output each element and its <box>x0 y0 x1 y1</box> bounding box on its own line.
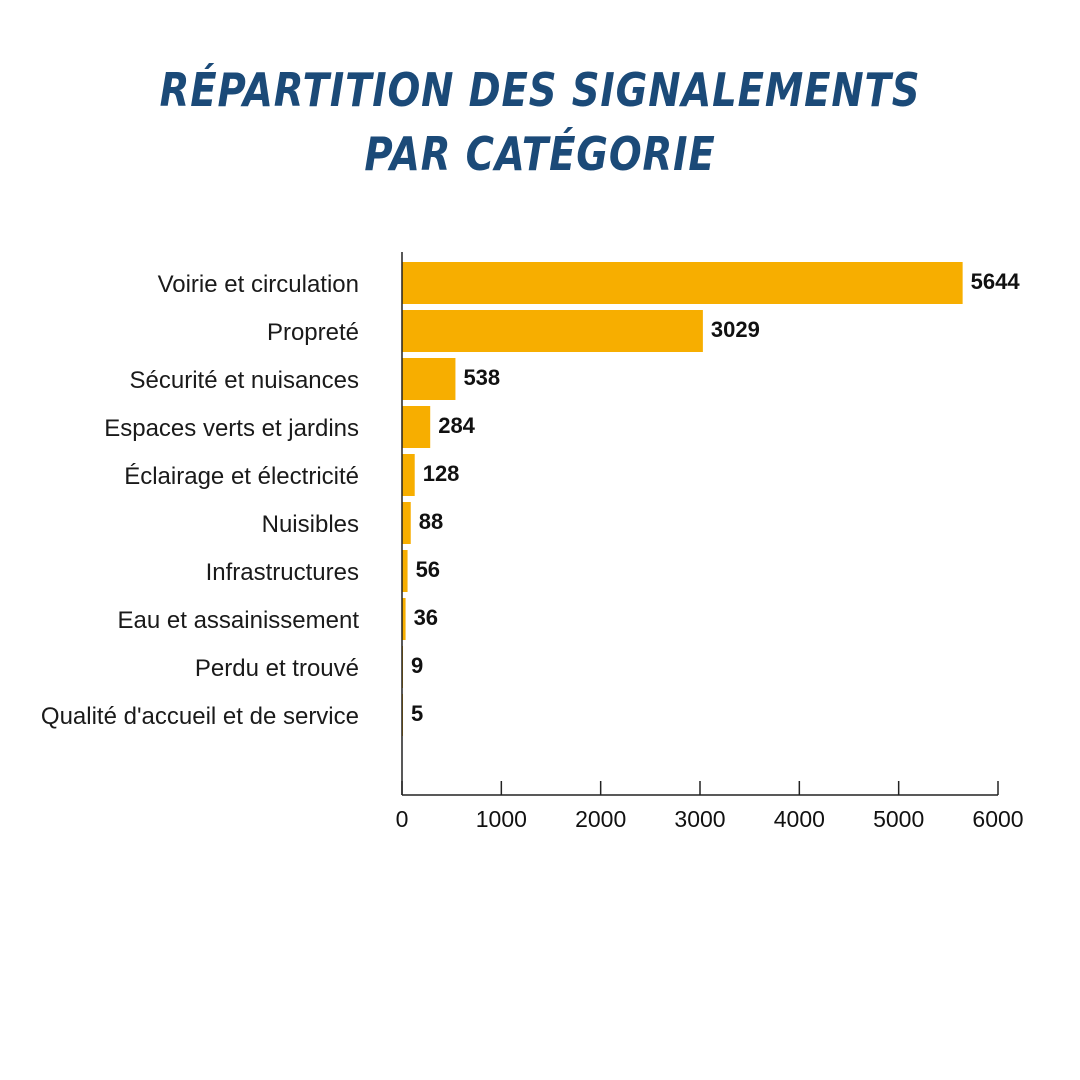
category-label: Espaces verts et jardins <box>104 415 359 442</box>
value-label: 284 <box>438 413 475 438</box>
x-tick-label: 3000 <box>674 806 725 832</box>
chart-title: RÉPARTITION DES SIGNALEMENTS PAR CATÉGOR… <box>86 58 993 186</box>
category-label: Nuisibles <box>262 511 359 538</box>
value-label: 3029 <box>711 317 760 342</box>
value-label: 9 <box>411 653 423 678</box>
value-label: 5644 <box>971 269 1021 294</box>
category-label: Voirie et circulation <box>158 271 359 298</box>
bar <box>402 310 703 352</box>
category-label: Infrastructures <box>206 559 359 586</box>
value-label: 88 <box>419 509 443 534</box>
category-label: Qualité d'accueil et de service <box>41 703 359 730</box>
bar <box>402 454 415 496</box>
x-tick-label: 0 <box>396 806 409 832</box>
category-label: Eau et assainissement <box>118 607 360 634</box>
category-label: Éclairage et électricité <box>124 463 359 490</box>
value-label: 56 <box>416 557 440 582</box>
x-tick-label: 4000 <box>774 806 825 832</box>
value-label: 36 <box>414 605 438 630</box>
value-label: 538 <box>463 365 500 390</box>
chart-title-line-2: PAR CATÉGORIE <box>364 127 716 181</box>
bar <box>402 550 408 592</box>
chart-title-line-1: RÉPARTITION DES SIGNALEMENTS <box>159 63 921 117</box>
bar <box>402 598 406 640</box>
bar <box>402 358 456 400</box>
x-tick-label: 1000 <box>476 806 527 832</box>
bar <box>402 262 963 304</box>
bar <box>402 406 431 448</box>
category-label: Perdu et trouvé <box>195 655 359 682</box>
x-tick-label: 6000 <box>972 806 1023 832</box>
value-label: 128 <box>423 461 460 486</box>
category-label: Sécurité et nuisances <box>130 367 359 394</box>
value-label: 5 <box>411 701 423 726</box>
x-tick-label: 2000 <box>575 806 626 832</box>
x-tick-label: 5000 <box>873 806 924 832</box>
bar <box>402 502 411 544</box>
category-label: Propreté <box>267 319 359 346</box>
